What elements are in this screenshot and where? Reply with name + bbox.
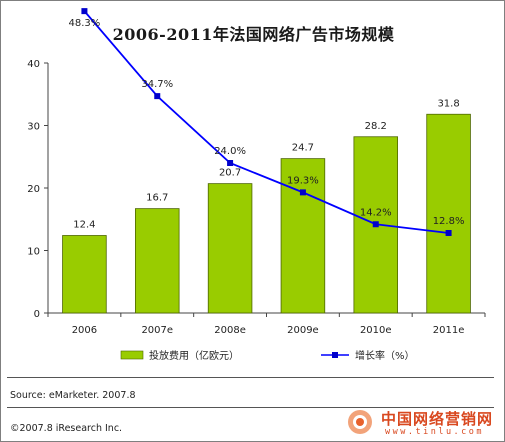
bar bbox=[280, 158, 326, 314]
bar-data-labels: 12.4 16.7 20.7 24.7 28.2 31.8 bbox=[73, 98, 459, 230]
y-tick-label: 40 bbox=[27, 59, 40, 70]
bar-value-label: 20.7 bbox=[219, 168, 241, 179]
y-tick-label: 30 bbox=[27, 122, 40, 133]
y-tick-label: 0 bbox=[34, 309, 40, 320]
bar-value-label: 31.8 bbox=[437, 98, 459, 109]
copyright-note: ©2007.8 iResearch Inc. bbox=[10, 423, 123, 434]
growth-value-label: 48.3% bbox=[69, 18, 101, 29]
legend: 投放费用（亿欧元） 增长率（%） bbox=[120, 349, 415, 362]
x-tick-label: 2007e bbox=[141, 325, 173, 336]
watermark-logo bbox=[348, 410, 372, 434]
growth-data-labels: 48.3% 34.7% 24.0% 19.3% 14.2% 12.8% bbox=[69, 18, 465, 227]
chart-title: 2006-2011年法国网络广告市场规模 bbox=[112, 25, 395, 44]
growth-point bbox=[445, 230, 452, 236]
bar bbox=[62, 235, 107, 314]
growth-line bbox=[83, 10, 449, 234]
growth-value-label: 14.2% bbox=[360, 207, 392, 218]
x-tick-label: 2008e bbox=[214, 325, 246, 336]
y-tick-label: 10 bbox=[27, 247, 40, 258]
x-tick-label: 2011e bbox=[433, 325, 465, 336]
bar bbox=[207, 183, 253, 314]
growth-point bbox=[227, 160, 234, 166]
watermark-name: 中国网络营销网 bbox=[381, 410, 494, 428]
growth-value-label: 24.0% bbox=[214, 146, 246, 157]
y-tick-label: 20 bbox=[27, 184, 40, 195]
bar bbox=[134, 208, 180, 314]
legend-bar-label: 投放费用（亿欧元） bbox=[149, 349, 239, 362]
chart-axes bbox=[44, 62, 486, 317]
bar-value-label: 16.7 bbox=[146, 193, 168, 204]
y-tick-labels: 0 10 20 30 40 bbox=[27, 59, 40, 320]
legend-bar-swatch bbox=[120, 350, 144, 360]
growth-point bbox=[154, 93, 161, 100]
bar-value-label: 28.2 bbox=[365, 121, 387, 132]
growth-value-label: 34.7% bbox=[141, 79, 173, 90]
legend-line-label: 增长率（%） bbox=[355, 349, 415, 362]
bar bbox=[426, 113, 471, 314]
growth-value-label: 12.8% bbox=[433, 216, 465, 227]
x-tick-label: 2009e bbox=[287, 325, 319, 336]
bar-value-label: 12.4 bbox=[73, 220, 95, 231]
growth-point bbox=[81, 8, 88, 15]
growth-point bbox=[299, 189, 306, 196]
footer-divider bbox=[7, 407, 494, 408]
source-note: Source: eMarketer. 2007.8 bbox=[10, 390, 136, 401]
growth-point bbox=[372, 221, 379, 228]
watermark-url: www.tinlu.com bbox=[385, 427, 485, 437]
source-divider bbox=[7, 377, 494, 378]
x-tick-labels: 2006 2007e 2008e 2009e 2010e 2011e bbox=[72, 325, 465, 336]
growth-value-label: 19.3% bbox=[287, 175, 319, 186]
x-tick-label: 2010e bbox=[360, 325, 392, 336]
growth-line-series bbox=[81, 8, 452, 236]
bar-value-label: 24.7 bbox=[292, 143, 314, 154]
bar-series bbox=[62, 113, 471, 314]
x-tick-label: 2006 bbox=[72, 325, 97, 336]
legend-line-marker bbox=[332, 352, 338, 358]
chart-svg: 12.4 16.7 20.7 24.7 28.2 31.8 48.3% 34.7% 24.0%… bbox=[27, 8, 486, 362]
